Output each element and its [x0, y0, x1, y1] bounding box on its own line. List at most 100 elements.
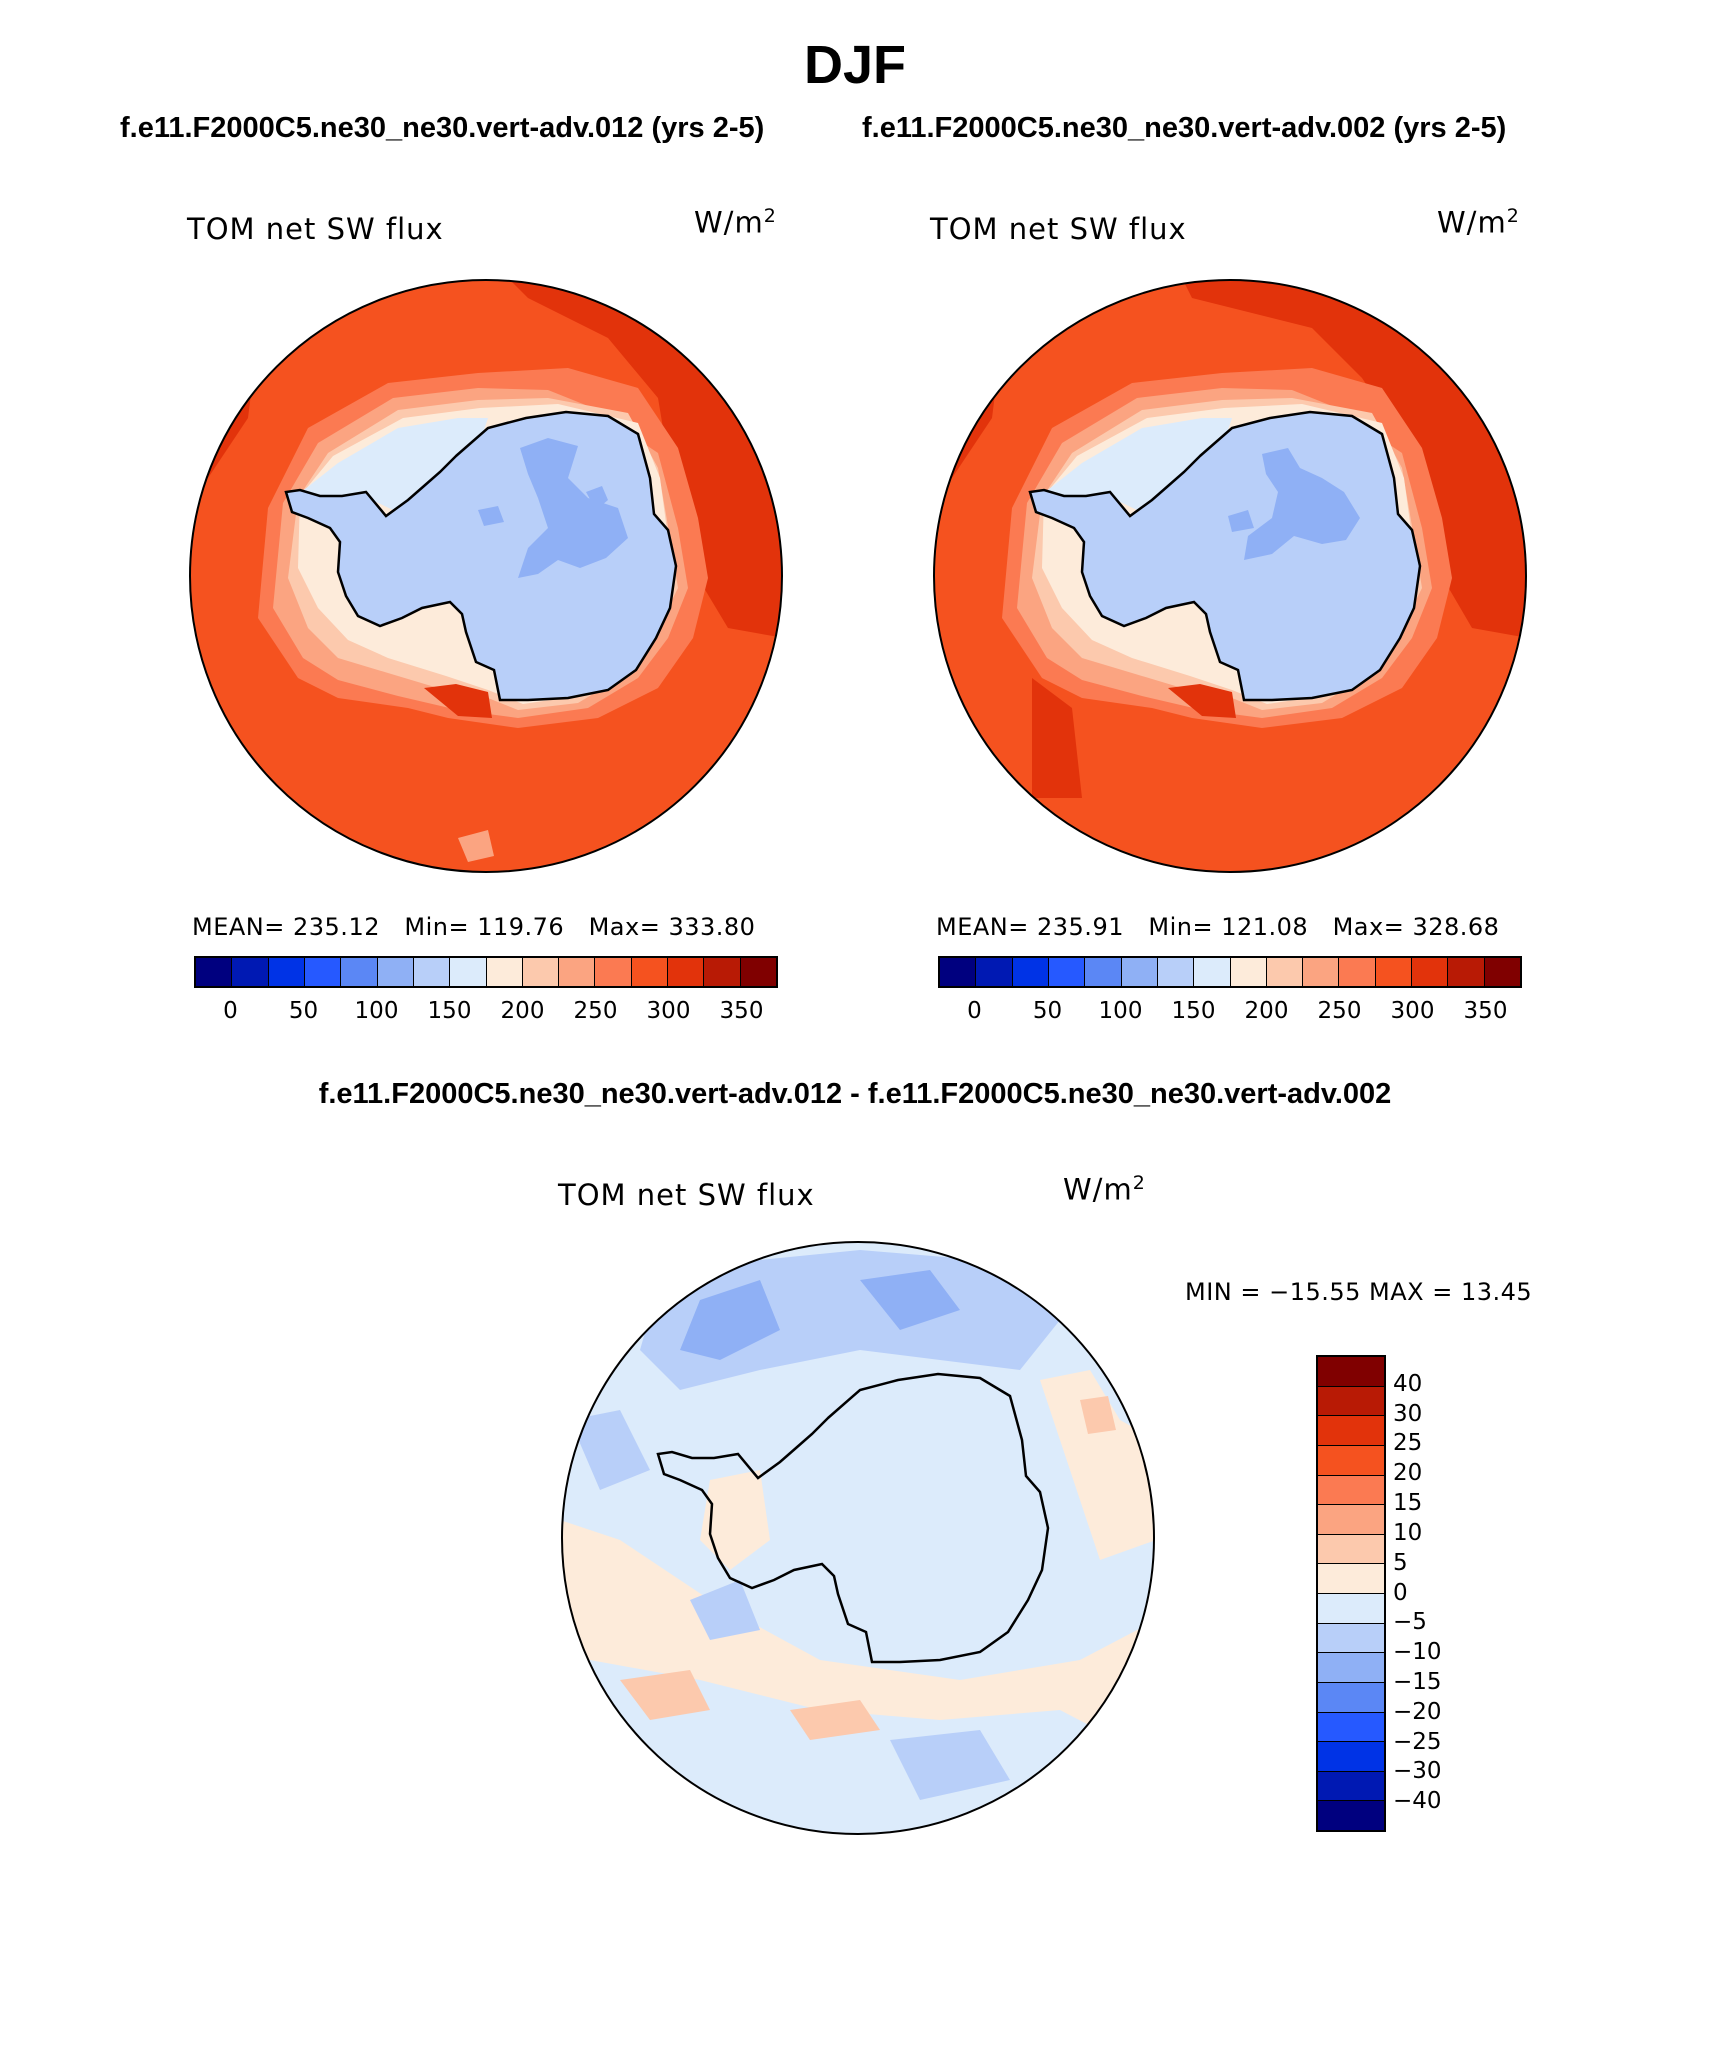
warm-east — [1040, 1370, 1154, 1560]
right-colorbar — [938, 956, 1522, 988]
warm-south-1 — [620, 1670, 710, 1720]
colorbar-tick-label: −20 — [1393, 1698, 1442, 1725]
colorbar-tick-label: −5 — [1393, 1609, 1427, 1636]
left-colorbar-swatch — [522, 958, 560, 986]
diff-title: f.e11.F2000C5.ne30_ne30.vert-adv.012 - f… — [318, 1078, 1392, 1110]
colorbar-tick-label: −30 — [1393, 1758, 1442, 1785]
colorbar-tick-label: 5 — [1393, 1549, 1408, 1576]
left-colorbar-swatch — [559, 958, 596, 986]
colorbar-tick-label: 0 — [1393, 1579, 1408, 1606]
diff-colorbar-swatch — [1318, 1742, 1384, 1772]
right-colorbar-swatch — [1339, 958, 1376, 986]
right-units: W/m2 — [1437, 205, 1520, 240]
right-plot-label: TOM net SW flux — [930, 212, 1187, 246]
diff-colorbar-swatch — [1318, 1505, 1384, 1535]
colorbar-tick-label: 350 — [719, 998, 764, 1024]
cool-north-3 — [860, 1270, 960, 1330]
colorbar-tick-label: 150 — [1171, 998, 1216, 1024]
coastal-ice — [300, 418, 488, 510]
diff-colorbar-swatch — [1318, 1653, 1384, 1683]
diff-colorbar-swatch — [1318, 1712, 1384, 1743]
ice-cool — [690, 1580, 760, 1640]
colorbar-tick-label: −40 — [1393, 1788, 1442, 1815]
coastal-ice — [1044, 418, 1232, 510]
right-colorbar-swatch — [1448, 958, 1485, 986]
right-colorbar-swatch — [1412, 958, 1449, 986]
plateau-1 — [1244, 448, 1360, 560]
diff-colorbar-swatch — [1318, 1771, 1384, 1802]
cool-west — [570, 1410, 650, 1490]
left-colorbar-swatch — [196, 958, 233, 986]
left-colorbar-swatch — [377, 958, 414, 986]
colorbar-tick-label: 150 — [427, 998, 472, 1024]
left-colorbar-swatch — [595, 958, 632, 986]
right-colorbar-swatch — [1121, 958, 1158, 986]
right-colorbar-swatch — [1230, 958, 1267, 986]
colorbar-tick-label: 100 — [1098, 998, 1143, 1024]
diff-colorbar — [1316, 1355, 1386, 1832]
warm-south-2 — [790, 1700, 880, 1740]
left-colorbar-swatch — [341, 958, 378, 986]
plateau-2 — [586, 486, 608, 510]
colorbar-tick-label: 25 — [1393, 1430, 1423, 1457]
right-colorbar-swatch — [1375, 958, 1413, 986]
colorbar-tick-label: 30 — [1393, 1400, 1423, 1427]
left-colorbar-swatch — [704, 958, 741, 986]
warm-east-2 — [1080, 1396, 1116, 1434]
colorbar-tick-label: 0 — [223, 998, 238, 1024]
ocean-dark-south — [1032, 678, 1082, 798]
colorbar-tick-label: 10 — [1393, 1519, 1423, 1546]
colorbar-tick-label: 200 — [500, 998, 545, 1024]
colorbar-tick-label: 250 — [1317, 998, 1362, 1024]
diff-plot-label: TOM net SW flux — [558, 1178, 815, 1212]
left-plot-label: TOM net SW flux — [187, 212, 444, 246]
warm-south-band — [562, 1520, 1154, 1760]
colorbar-tick-label: −25 — [1393, 1728, 1442, 1755]
colorbar-tick-label: 100 — [354, 998, 399, 1024]
case-title-left: f.e11.F2000C5.ne30_ne30.vert-adv.012 (yr… — [120, 112, 765, 144]
colorbar-tick-label: 15 — [1393, 1490, 1423, 1517]
plateau-2 — [1228, 510, 1254, 532]
right-colorbar-swatch — [1303, 958, 1340, 986]
plateau-1 — [518, 438, 628, 578]
colorbar-tick-label: −10 — [1393, 1639, 1442, 1666]
right-colorbar-swatch — [1048, 958, 1086, 986]
colorbar-tick-label: 200 — [1244, 998, 1289, 1024]
right-colorbar-swatch — [940, 958, 977, 986]
colorbar-tick-label: 250 — [573, 998, 618, 1024]
left-colorbar — [194, 956, 778, 988]
diff-colorbar-swatch — [1318, 1475, 1384, 1506]
right-stats: MEAN= 235.91 Min= 121.08 Max= 328.68 — [936, 913, 1500, 941]
ice-spot — [458, 830, 494, 862]
page-title: DJF — [803, 35, 906, 95]
right-colorbar-swatch — [1157, 958, 1195, 986]
left-colorbar-swatch — [631, 958, 669, 986]
colorbar-tick-label: −15 — [1393, 1668, 1442, 1695]
colorbar-tick-label: 300 — [646, 998, 691, 1024]
diff-colorbar-swatch — [1318, 1386, 1384, 1417]
right-polar-map — [933, 279, 1527, 873]
left-colorbar-swatch — [268, 958, 305, 986]
left-colorbar-swatch — [668, 958, 705, 986]
left-colorbar-swatch — [304, 958, 342, 986]
right-colorbar-swatch — [976, 958, 1013, 986]
diff-colorbar-swatch — [1318, 1594, 1384, 1624]
diff-polar-map — [561, 1241, 1155, 1835]
diff-colorbar-swatch — [1318, 1445, 1384, 1476]
left-colorbar-swatch — [413, 958, 451, 986]
colorbar-tick-label: 50 — [288, 998, 319, 1024]
cool-north-2 — [680, 1280, 780, 1360]
right-colorbar-swatch — [1266, 958, 1304, 986]
left-colorbar-swatch — [232, 958, 269, 986]
diff-colorbar-swatch — [1318, 1801, 1384, 1830]
colorbar-tick-label: 350 — [1463, 998, 1508, 1024]
diff-minmax: MIN = −15.55 MAX = 13.45 — [1185, 1278, 1533, 1306]
colorbar-tick-label: 300 — [1390, 998, 1435, 1024]
diff-colorbar-swatch — [1318, 1623, 1384, 1654]
ross-dark — [1168, 684, 1236, 718]
right-colorbar-swatch — [1012, 958, 1049, 986]
diff-units: W/m2 — [1063, 1172, 1146, 1207]
diff-colorbar-swatch — [1318, 1564, 1384, 1594]
colorbar-tick-label: 0 — [967, 998, 982, 1024]
colorbar-tick-label: 50 — [1032, 998, 1063, 1024]
